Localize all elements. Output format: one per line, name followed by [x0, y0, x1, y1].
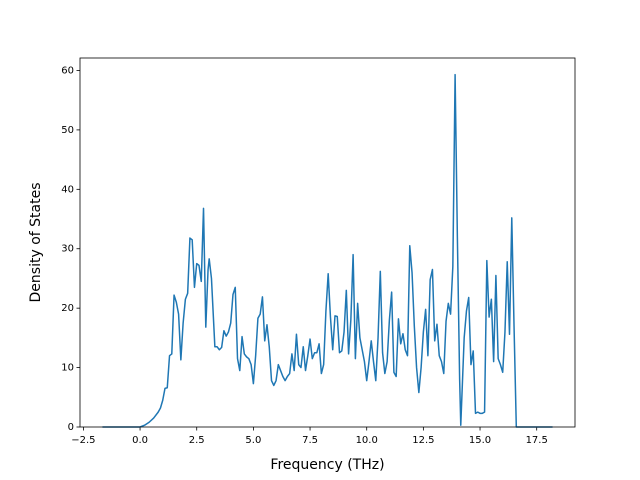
x-tick-label: 5.0	[245, 435, 261, 446]
y-tick-label: 10	[61, 363, 74, 374]
x-tick-label: 2.5	[189, 435, 205, 446]
axes-frame	[79, 57, 576, 428]
x-tick-label: 12.5	[412, 435, 434, 446]
y-tick-label: 60	[61, 65, 74, 76]
y-tick-label: 40	[61, 184, 74, 195]
y-axis-label: Density of States	[28, 183, 44, 303]
x-tick-label: 0.0	[132, 435, 148, 446]
y-tick-label: 50	[61, 125, 74, 136]
y-tick-label: 0	[68, 422, 74, 433]
x-tick-label: 10.0	[356, 435, 378, 446]
y-tick-label: 30	[61, 244, 74, 255]
x-tick-label: 17.5	[526, 435, 548, 446]
x-tick-label: 15.0	[469, 435, 491, 446]
data-line	[102, 73, 553, 428]
x-tick-label: −2.5	[71, 435, 95, 446]
x-tick-label: 7.5	[302, 435, 318, 446]
x-axis-label: Frequency (THz)	[270, 457, 384, 473]
y-tick-label: 20	[61, 303, 74, 314]
